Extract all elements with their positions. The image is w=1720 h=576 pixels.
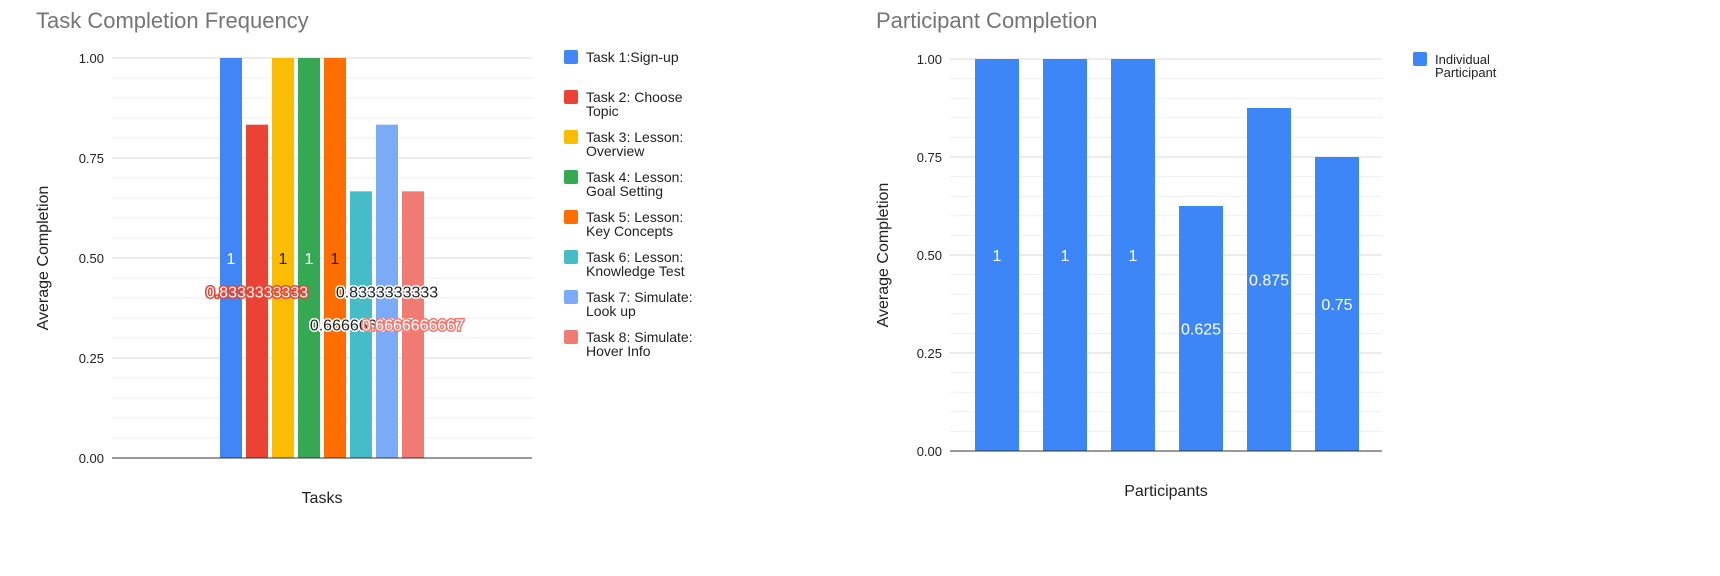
legend-label: Task 5: Lesson: Key Concepts	[586, 209, 683, 239]
data-label: 0.875	[1249, 273, 1289, 290]
legend-swatch	[1413, 52, 1427, 66]
bar	[975, 59, 1019, 451]
legend-swatch	[564, 330, 578, 344]
legend-item: Task 8: Simulate: Hover Info	[564, 329, 693, 359]
legend-swatch	[564, 130, 578, 144]
bar	[1111, 59, 1155, 451]
legend-swatch	[564, 90, 578, 104]
data-label: 1	[331, 251, 340, 268]
legend: Task 1:Sign-up Task 2: Choose Topic Task 3:…	[564, 49, 693, 359]
data-label: 1	[305, 251, 314, 268]
legend-label: Task 6: Lesson: Knowledge Test	[586, 249, 685, 279]
bar	[220, 58, 242, 458]
y-tick-label: 0.00	[917, 444, 942, 459]
y-tick-label: 0.00	[79, 451, 104, 466]
data-label: 1	[227, 251, 236, 268]
y-tick-label: 0.50	[79, 251, 104, 266]
data-label: 1	[1061, 248, 1070, 265]
legend-item: Task 2: Choose Topic	[564, 89, 683, 119]
data-label: 0.625	[1181, 322, 1221, 339]
x-axis-title: Tasks	[302, 490, 343, 507]
y-axis-title: Average Completion	[875, 183, 892, 328]
y-axis-title: Average Completion	[35, 186, 52, 331]
legend-label: Task 8: Simulate: Hover Info	[586, 329, 693, 359]
data-label: 1	[993, 248, 1002, 265]
data-labels: 1 1 1 0.625 0.875 0.75	[993, 248, 1353, 339]
bar	[1179, 206, 1223, 451]
data-label: 0.6666666667	[310, 318, 412, 335]
legend-label: Individual Participant	[1435, 52, 1497, 80]
bar	[298, 58, 320, 458]
data-label: 1	[1129, 248, 1138, 265]
y-tick-label: 0.50	[917, 248, 942, 263]
chart-title: Task Completion Frequency	[36, 8, 309, 33]
y-tick-label: 1.00	[917, 52, 942, 67]
x-axis-title: Participants	[1124, 483, 1208, 500]
y-tick-label: 0.25	[79, 351, 104, 366]
legend-swatch	[564, 170, 578, 184]
legend-swatch	[564, 50, 578, 64]
legend-label: Task 3: Lesson: Overview	[586, 129, 683, 159]
y-tick-label: 1.00	[79, 51, 104, 66]
legend-item: Task 1:Sign-up	[564, 49, 679, 65]
legend-swatch	[564, 290, 578, 304]
bar	[1315, 157, 1359, 451]
data-label: 0.6666666667	[362, 318, 464, 335]
legend: Individual Participant	[1413, 52, 1497, 80]
legend-swatch	[564, 250, 578, 264]
bar	[246, 124, 268, 459]
data-label: 0.8333333333	[206, 284, 308, 301]
data-label: 0.75	[1321, 297, 1352, 314]
y-tick-label: 0.75	[79, 151, 104, 166]
legend-item: Task 7: Simulate: Look up	[564, 289, 693, 319]
legend-label: Task 4: Lesson: Goal Setting	[586, 169, 683, 199]
legend-item: Task 4: Lesson: Goal Setting	[564, 169, 683, 199]
bar	[272, 58, 294, 458]
legend-label: Task 7: Simulate: Look up	[586, 289, 693, 319]
legend-swatch	[564, 210, 578, 224]
y-tick-label: 0.75	[917, 150, 942, 165]
bar	[1247, 108, 1291, 451]
data-label: 1	[279, 251, 288, 268]
bar	[350, 191, 372, 459]
bar	[402, 191, 424, 459]
data-label: 0.8333333333	[336, 284, 438, 301]
chart-1: Task Completion Frequency 0.00 0.25 0.50 0.7…	[35, 8, 693, 507]
y-tick-label: 0.25	[917, 346, 942, 361]
chart-title: Participant Completion	[876, 8, 1097, 33]
bar	[1043, 59, 1087, 451]
bars	[220, 58, 424, 459]
bar	[376, 124, 398, 459]
legend-item: Task 6: Lesson: Knowledge Test	[564, 249, 685, 279]
legend-item: Individual Participant	[1413, 52, 1497, 80]
legend-item: Task 5: Lesson: Key Concepts	[564, 209, 683, 239]
bars	[975, 59, 1359, 451]
legend-item: Task 3: Lesson: Overview	[564, 129, 683, 159]
bar	[324, 58, 346, 458]
legend-label: Task 1:Sign-up	[586, 49, 679, 65]
chart-2: Participant Completion 0.00 0.25 0.50 0.75 1.…	[875, 8, 1497, 500]
legend-label: Task 2: Choose Topic	[586, 89, 683, 119]
